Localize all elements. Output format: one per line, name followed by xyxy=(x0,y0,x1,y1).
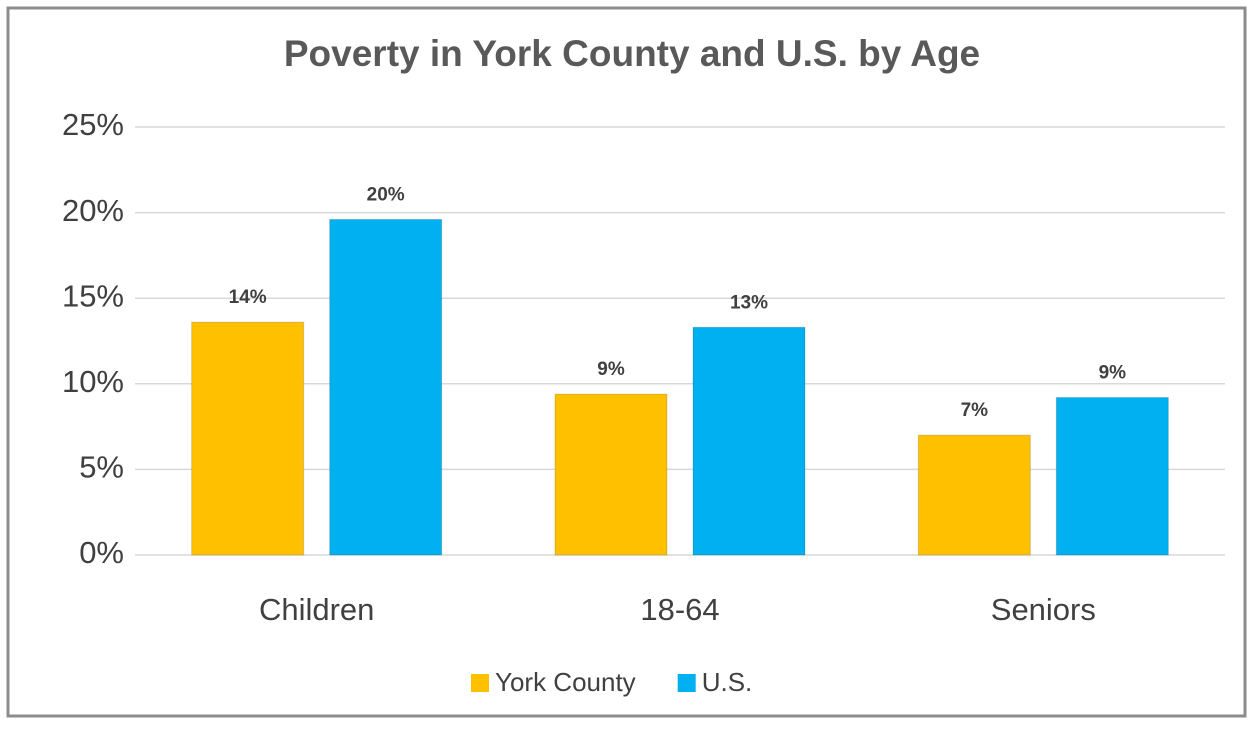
bar xyxy=(329,218,443,556)
y-tick-label: 10% xyxy=(62,364,124,399)
chart-title: Poverty in York County and U.S. by Age xyxy=(284,33,980,74)
legend-swatch xyxy=(677,674,696,692)
x-tick-label: Seniors xyxy=(991,592,1096,627)
legend-label: York County xyxy=(495,667,636,697)
value-label: 9% xyxy=(1099,363,1127,384)
x-tick-label: 18-64 xyxy=(640,592,719,627)
value-label: 9% xyxy=(597,359,625,380)
x-tick-label: Children xyxy=(259,592,374,627)
y-tick-label: 5% xyxy=(79,450,124,485)
bar xyxy=(1055,396,1169,556)
y-tick-label: 20% xyxy=(62,193,124,228)
value-label: 13% xyxy=(730,292,768,313)
value-label: 7% xyxy=(961,400,989,421)
y-tick-label: 0% xyxy=(79,535,124,570)
legend-label: U.S. xyxy=(702,667,753,697)
bar xyxy=(917,434,1031,556)
value-label: 14% xyxy=(229,287,267,308)
value-label: 20% xyxy=(367,184,405,205)
bar xyxy=(554,393,668,556)
legend-swatch xyxy=(471,674,489,692)
y-tick-label: 25% xyxy=(62,107,124,142)
bar xyxy=(191,321,305,556)
y-tick-label: 15% xyxy=(62,278,124,313)
bar xyxy=(692,326,806,556)
